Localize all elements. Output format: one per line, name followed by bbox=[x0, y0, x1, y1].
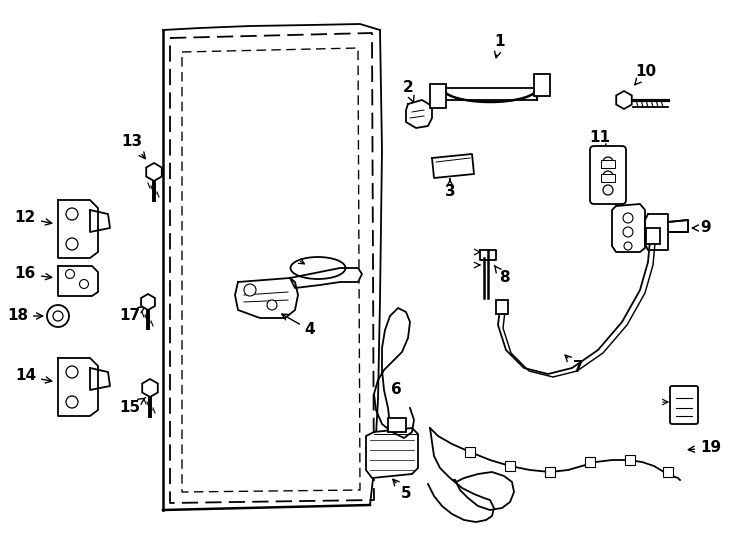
Text: 13: 13 bbox=[121, 134, 145, 159]
Bar bbox=[505, 461, 515, 471]
Circle shape bbox=[66, 238, 78, 250]
Text: 8: 8 bbox=[495, 266, 509, 286]
Polygon shape bbox=[290, 268, 362, 288]
Bar bbox=[388, 418, 406, 432]
Polygon shape bbox=[90, 210, 110, 232]
Circle shape bbox=[603, 157, 613, 167]
Text: 12: 12 bbox=[15, 211, 52, 226]
Text: 3: 3 bbox=[445, 179, 455, 199]
FancyBboxPatch shape bbox=[590, 146, 626, 204]
Text: 17: 17 bbox=[120, 306, 146, 323]
Circle shape bbox=[623, 213, 633, 223]
Polygon shape bbox=[58, 358, 98, 416]
Circle shape bbox=[79, 280, 89, 288]
Circle shape bbox=[244, 284, 256, 296]
Text: 5: 5 bbox=[393, 479, 411, 502]
Circle shape bbox=[66, 208, 78, 220]
Text: 10: 10 bbox=[635, 64, 656, 85]
Bar bbox=[625, 455, 635, 465]
Polygon shape bbox=[58, 266, 98, 296]
Circle shape bbox=[603, 171, 613, 181]
Circle shape bbox=[65, 269, 74, 279]
Circle shape bbox=[267, 300, 277, 310]
Bar bbox=[646, 228, 660, 244]
Polygon shape bbox=[235, 278, 298, 318]
Polygon shape bbox=[612, 204, 645, 252]
Bar bbox=[430, 84, 446, 108]
Text: 6: 6 bbox=[390, 382, 401, 397]
Text: 1: 1 bbox=[495, 35, 505, 58]
Bar bbox=[465, 447, 475, 457]
Circle shape bbox=[624, 242, 632, 250]
Text: 4: 4 bbox=[282, 314, 316, 338]
Polygon shape bbox=[645, 214, 668, 250]
Polygon shape bbox=[432, 154, 474, 178]
Circle shape bbox=[603, 185, 613, 195]
Polygon shape bbox=[366, 428, 418, 478]
Bar bbox=[663, 467, 673, 477]
Circle shape bbox=[66, 396, 78, 408]
Bar bbox=[496, 300, 508, 314]
Text: 9: 9 bbox=[692, 220, 711, 235]
Polygon shape bbox=[480, 250, 496, 260]
Bar bbox=[601, 160, 615, 168]
Bar bbox=[534, 74, 550, 96]
Text: 16: 16 bbox=[15, 267, 51, 281]
Text: 2: 2 bbox=[403, 80, 414, 102]
FancyBboxPatch shape bbox=[670, 386, 698, 424]
Text: 7: 7 bbox=[565, 355, 584, 375]
Bar bbox=[601, 174, 615, 182]
Text: 19: 19 bbox=[688, 441, 721, 456]
Polygon shape bbox=[58, 200, 98, 258]
Text: 18: 18 bbox=[7, 308, 43, 323]
Polygon shape bbox=[668, 220, 688, 232]
Text: 15: 15 bbox=[120, 397, 145, 415]
Circle shape bbox=[623, 227, 633, 237]
Text: 14: 14 bbox=[15, 368, 52, 383]
Circle shape bbox=[47, 305, 69, 327]
Text: 11: 11 bbox=[589, 131, 611, 151]
Polygon shape bbox=[406, 100, 432, 128]
Polygon shape bbox=[90, 368, 110, 390]
Bar bbox=[545, 467, 555, 477]
Bar bbox=[585, 457, 595, 467]
Circle shape bbox=[66, 366, 78, 378]
